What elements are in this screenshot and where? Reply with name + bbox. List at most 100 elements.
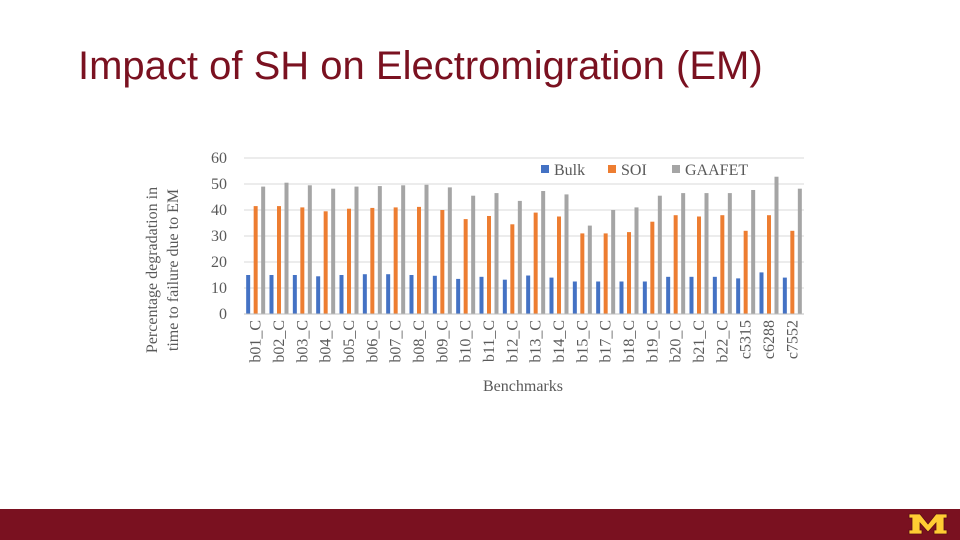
bar-bulk-b11_c — [479, 276, 484, 314]
bar-gaafet-c5315 — [751, 189, 756, 314]
footer-bar — [0, 509, 960, 540]
bar-gaafet-b01_c — [261, 186, 266, 314]
chart-gridlines — [244, 157, 804, 289]
bar-bulk-b21_c — [689, 276, 694, 314]
bar-bulk-b14_c — [549, 277, 554, 314]
bar-soi-b11_c — [487, 215, 491, 314]
bar-gaafet-b06_c — [377, 186, 382, 314]
bar-bulk-b13_c — [526, 275, 531, 314]
bar-soi-c6288 — [767, 215, 771, 314]
bar-bulk-b04_c — [316, 276, 321, 314]
bar-bulk-b12_c — [502, 279, 507, 314]
bar-soi-b21_c — [697, 216, 701, 314]
bar-gaafet-b10_c — [471, 195, 476, 314]
x-tick-label: b02_C — [271, 320, 288, 363]
bar-gaafet-b20_c — [681, 193, 686, 314]
bar-gaafet-b03_c — [307, 185, 312, 314]
bar-soi-b18_c — [627, 232, 631, 314]
bar-gaafet-b09_c — [447, 187, 452, 314]
chart-bars — [246, 176, 802, 314]
bar-soi-b02_c — [277, 206, 281, 314]
legend-label-bulk: Bulk — [554, 162, 585, 179]
legend-swatch-gaafet — [672, 165, 680, 173]
x-tick-label: b17_C — [598, 320, 615, 363]
x-tick-label: c7552 — [784, 320, 801, 359]
bar-gaafet-b18_c — [634, 207, 639, 314]
y-axis-label-line-2: time to failure due to EM — [165, 189, 182, 351]
bar-soi-b05_c — [347, 208, 351, 314]
bar-bulk-c7552 — [782, 277, 787, 314]
bar-soi-b09_c — [440, 210, 445, 314]
bar-soi-b14_c — [557, 216, 561, 314]
y-tick-label: 60 — [211, 150, 227, 167]
x-tick-label: b10_C — [458, 320, 475, 363]
x-tick-label: b04_C — [318, 320, 335, 363]
bar-gaafet-b07_c — [401, 185, 406, 314]
bar-gaafet-b14_c — [564, 194, 569, 314]
x-tick-label: b12_C — [504, 320, 521, 363]
bar-soi-b17_c — [603, 233, 608, 314]
bar-bulk-b02_c — [269, 275, 274, 314]
bar-soi-b04_c — [323, 211, 328, 314]
bar-gaafet-b04_c — [331, 188, 336, 314]
y-tick-label: 30 — [211, 228, 227, 245]
bar-bulk-b03_c — [292, 275, 297, 314]
bar-soi-b22_c — [720, 215, 725, 314]
bar-soi-b10_c — [463, 219, 468, 314]
bar-soi-b03_c — [300, 207, 305, 314]
bar-gaafet-c6288 — [774, 176, 779, 314]
x-tick-label: b20_C — [668, 320, 685, 363]
bar-gaafet-b02_c — [284, 182, 289, 314]
x-tick-label: b01_C — [248, 320, 265, 363]
x-tick-label: b08_C — [411, 320, 428, 363]
x-tick-label: b14_C — [551, 320, 568, 363]
bar-bulk-c6288 — [759, 272, 764, 314]
legend-label-soi: SOI — [621, 162, 647, 179]
bar-gaafet-b11_c — [494, 193, 499, 314]
bar-bulk-c5315 — [736, 278, 741, 314]
x-tick-label: b06_C — [364, 320, 381, 363]
x-tick-label: b03_C — [294, 320, 311, 363]
y-tick-label: 50 — [211, 176, 227, 193]
bar-gaafet-b21_c — [704, 193, 709, 314]
bar-bulk-b01_c — [246, 275, 251, 314]
x-tick-label: b09_C — [434, 320, 451, 363]
x-tick-label: c6288 — [761, 320, 778, 359]
bar-bulk-b18_c — [619, 281, 624, 314]
bar-soi-b13_c — [533, 212, 538, 314]
x-tick-label: b13_C — [528, 320, 545, 363]
chart-legend: Bulk SOI GAAFET — [541, 162, 748, 179]
x-tick-label: b07_C — [388, 320, 405, 363]
bar-bulk-b08_c — [409, 275, 414, 314]
x-axis-tick-labels: b01_C b02_C b03_C b04_C b05_C b06_C b07_C b08_C… — [248, 320, 802, 363]
bar-soi-b19_c — [650, 221, 655, 314]
bar-gaafet-b05_c — [354, 186, 359, 314]
y-tick-label: 40 — [211, 202, 227, 219]
bar-gaafet-b15_c — [587, 225, 592, 314]
university-block-m-logo — [908, 513, 948, 535]
bar-gaafet-b08_c — [424, 184, 429, 314]
bar-bulk-b19_c — [642, 281, 647, 314]
x-tick-label: b22_C — [714, 320, 731, 363]
bar-bulk-b06_c — [362, 274, 367, 314]
bar-bulk-b10_c — [456, 278, 461, 314]
bar-soi-b08_c — [417, 206, 421, 314]
y-axis-label-line-1: Percentage degradation in — [144, 187, 161, 353]
bar-gaafet-b13_c — [541, 191, 546, 314]
bar-gaafet-c7552 — [797, 188, 802, 314]
slide-title: Impact of SH on Electromigration (EM) — [78, 44, 763, 88]
bar-soi-c5315 — [743, 230, 748, 314]
bar-soi-b12_c — [510, 224, 515, 314]
bar-gaafet-b22_c — [727, 193, 732, 314]
legend-swatch-bulk — [541, 165, 549, 173]
x-tick-label: b19_C — [644, 320, 661, 363]
bar-soi-b20_c — [673, 215, 678, 314]
bar-gaafet-b19_c — [657, 195, 662, 314]
x-tick-label: b11_C — [481, 320, 498, 362]
x-tick-label: b21_C — [691, 320, 708, 363]
bar-bulk-b20_c — [666, 276, 671, 314]
y-axis-tick-labels: 0 10 20 30 40 50 60 — [211, 150, 227, 323]
x-tick-label: b15_C — [574, 320, 591, 363]
bar-soi-b07_c — [393, 207, 398, 314]
